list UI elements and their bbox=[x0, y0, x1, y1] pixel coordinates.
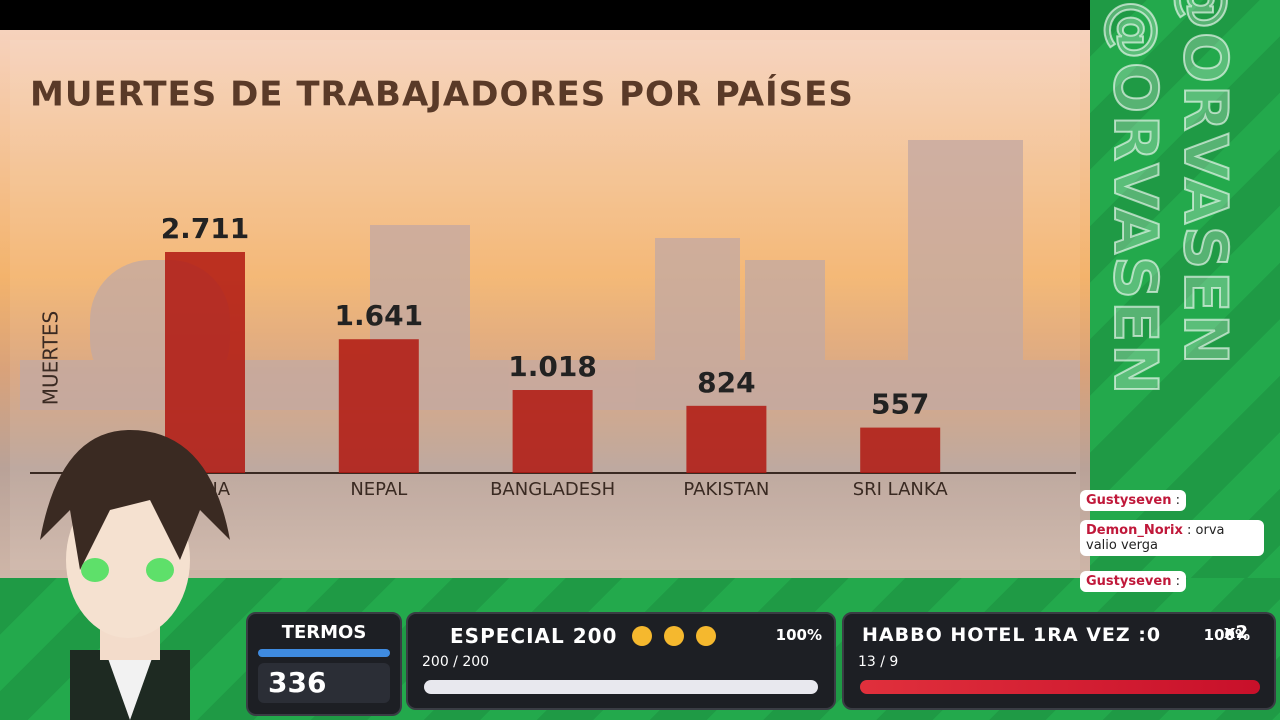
x-tick-label: BANGLADESH bbox=[490, 479, 615, 500]
bar bbox=[512, 390, 593, 473]
goal-percent: 100% bbox=[775, 626, 822, 644]
chat-message: Gustyseven : bbox=[1080, 571, 1186, 592]
goal-title: HABBO HOTEL 1RA VEZ :0 bbox=[862, 624, 1162, 646]
value-label: 557 bbox=[871, 388, 929, 421]
emojis bbox=[632, 626, 716, 646]
chat-text: : bbox=[1175, 493, 1180, 508]
goal-percent: 100% bbox=[1203, 626, 1250, 644]
chat-user: Gustyseven bbox=[1086, 493, 1172, 508]
goal-title: ESPECIAL 200 bbox=[450, 624, 618, 648]
goal-panel: HABBO HOTEL 1RA VEZ :0 100% x2 13 / 9 bbox=[842, 612, 1276, 710]
goal-progress: 200 / 200 bbox=[422, 654, 490, 670]
value-label: 1.641 bbox=[335, 299, 424, 332]
chat-text: : orva valio verga bbox=[1086, 523, 1225, 553]
chart: MUERTES DE TRABAJADORES POR PAÍSES MUERT… bbox=[0, 30, 1090, 578]
avatar bbox=[40, 430, 230, 720]
chat-text: : bbox=[1175, 574, 1180, 589]
value-label: 824 bbox=[697, 366, 755, 399]
counter-label: TERMOS bbox=[281, 622, 367, 643]
y-axis-label: MUERTES bbox=[39, 311, 63, 406]
x-tick-label: SRI LANKA bbox=[853, 479, 949, 500]
bar bbox=[860, 427, 941, 473]
bar bbox=[338, 339, 419, 473]
chat-user: Gustyseven bbox=[1086, 574, 1172, 589]
counter-value: 336 bbox=[258, 663, 390, 703]
watermark: @ORVASEN bbox=[1169, 0, 1241, 367]
chart-title: MUERTES DE TRABAJADORES POR PAÍSES bbox=[30, 74, 854, 115]
value-label: 2.711 bbox=[161, 212, 250, 245]
value-label: 1.018 bbox=[508, 350, 597, 383]
goal-bar bbox=[424, 680, 818, 694]
counter-bar bbox=[258, 649, 390, 657]
side-panel: @ORVASEN @ORVASEN bbox=[1090, 0, 1280, 610]
counter-panel: TERMOS 336 bbox=[246, 612, 402, 716]
chat-message: Demon_Norix : orva valio verga bbox=[1080, 520, 1264, 556]
goal-panel: ESPECIAL 200 100% 200 / 200 bbox=[406, 612, 836, 710]
bar bbox=[165, 252, 245, 473]
goal-progress: 13 / 9 bbox=[858, 654, 899, 670]
bar bbox=[686, 405, 767, 473]
goal-bar bbox=[860, 680, 1260, 694]
watermark: @ORVASEN bbox=[1099, 0, 1171, 397]
chat-message: Gustyseven : bbox=[1080, 490, 1186, 511]
chat-user: Demon_Norix bbox=[1086, 523, 1183, 538]
x-tick-label: NEPAL bbox=[350, 479, 407, 500]
goal-badge: x2 bbox=[1223, 622, 1248, 643]
x-tick-label: PAKISTAN bbox=[683, 479, 769, 500]
